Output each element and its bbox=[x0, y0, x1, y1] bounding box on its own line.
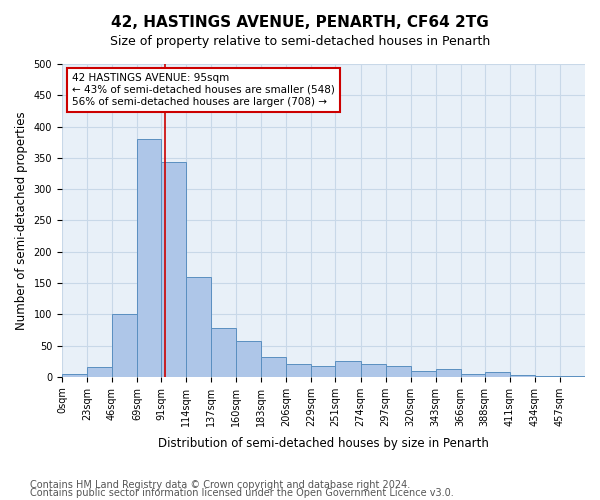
Bar bbox=[87, 368, 112, 377]
Bar bbox=[286, 364, 311, 377]
Bar bbox=[436, 370, 461, 377]
Bar bbox=[262, 357, 286, 377]
Bar bbox=[461, 374, 485, 377]
Bar bbox=[485, 372, 510, 377]
Bar bbox=[186, 276, 211, 377]
Bar bbox=[560, 376, 585, 377]
Y-axis label: Number of semi-detached properties: Number of semi-detached properties bbox=[15, 111, 28, 330]
Bar bbox=[535, 376, 560, 377]
Bar bbox=[62, 374, 87, 377]
Bar bbox=[236, 341, 262, 377]
Bar bbox=[386, 366, 410, 377]
Bar bbox=[161, 162, 186, 377]
Bar bbox=[410, 370, 436, 377]
Text: 42, HASTINGS AVENUE, PENARTH, CF64 2TG: 42, HASTINGS AVENUE, PENARTH, CF64 2TG bbox=[111, 15, 489, 30]
Bar bbox=[311, 366, 335, 377]
Bar bbox=[335, 361, 361, 377]
Bar bbox=[112, 314, 137, 377]
Bar bbox=[211, 328, 236, 377]
Text: Size of property relative to semi-detached houses in Penarth: Size of property relative to semi-detach… bbox=[110, 35, 490, 48]
Text: Contains HM Land Registry data © Crown copyright and database right 2024.: Contains HM Land Registry data © Crown c… bbox=[30, 480, 410, 490]
Text: 42 HASTINGS AVENUE: 95sqm
← 43% of semi-detached houses are smaller (548)
56% of: 42 HASTINGS AVENUE: 95sqm ← 43% of semi-… bbox=[73, 74, 335, 106]
Bar bbox=[361, 364, 386, 377]
Bar bbox=[137, 139, 161, 377]
Text: Contains public sector information licensed under the Open Government Licence v3: Contains public sector information licen… bbox=[30, 488, 454, 498]
Bar bbox=[510, 375, 535, 377]
X-axis label: Distribution of semi-detached houses by size in Penarth: Distribution of semi-detached houses by … bbox=[158, 437, 489, 450]
